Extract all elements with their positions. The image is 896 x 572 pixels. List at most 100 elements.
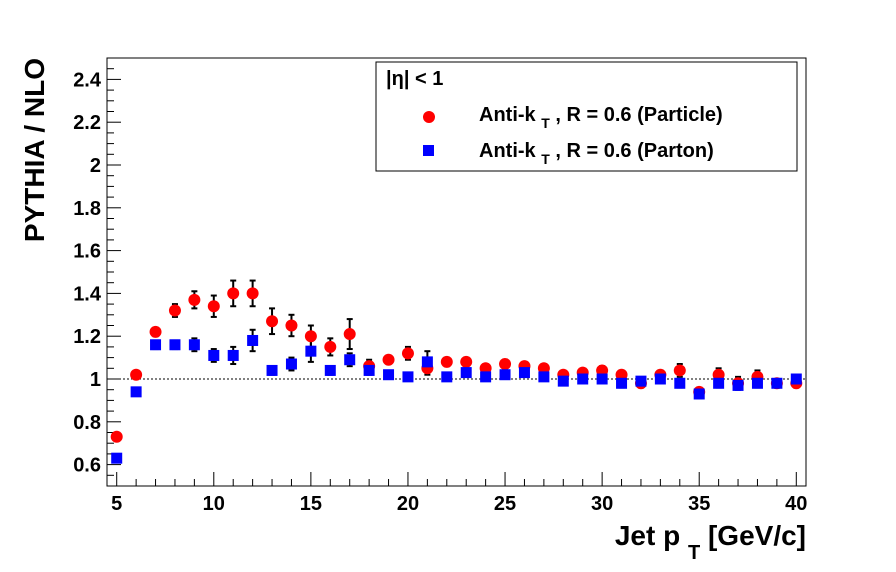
point-parton [460,367,472,379]
point-parton [441,371,453,383]
point-particle [460,355,473,368]
point-particle [188,293,201,306]
point-parton [324,364,336,376]
point-parton [150,339,162,351]
point-particle [130,368,143,381]
point-parton [771,377,783,389]
point-parton [169,339,181,351]
y-tick-label: 1.6 [73,241,101,263]
x-tick-label: 40 [785,493,807,515]
y-tick-label: 0.8 [73,412,101,434]
point-parton [305,345,317,357]
point-particle [285,319,298,332]
point-particle [227,287,240,300]
y-tick-label: 1.4 [73,283,102,305]
point-parton [654,373,666,385]
y-tick-label: 1 [90,369,101,391]
point-parton [285,358,297,370]
point-particle [673,364,686,377]
point-parton [751,377,763,389]
point-parton [674,377,686,389]
point-particle [266,315,279,328]
legend-particle-main: Anti-k [479,104,537,126]
point-parton [713,377,725,389]
point-particle [343,328,356,341]
point-particle [168,304,181,317]
legend-parton-tail: , R = 0.6 (Parton) [555,140,713,162]
y-axis: 0.6 0.8 1 1.2 1.4 1.6 1.8 2 2.2 2.4 [73,57,121,487]
x-tick-label: 15 [300,493,322,515]
point-parton [732,379,744,391]
x-axis-title-tail: [GeV/c] [708,520,806,551]
point-parton [402,371,414,383]
point-parton [635,375,647,387]
y-tick-label: 1.2 [73,326,101,348]
legend-box [375,61,798,172]
point-parton [616,377,628,389]
point-particle [615,368,628,381]
point-parton [518,367,530,379]
legend-particle-sub: T [541,115,550,131]
y-axis-title: PYTHIA / NLO [19,58,50,242]
point-parton [344,354,356,366]
x-tick-label: 20 [397,493,419,515]
x-tick-label: 10 [203,493,225,515]
point-particle [304,330,317,343]
y-tick-label: 2 [90,155,101,177]
x-tick-label: 25 [494,493,516,515]
point-parton [499,369,511,381]
point-parton [363,364,375,376]
point-particle [537,362,550,375]
y-tick-label: 2.2 [73,112,101,134]
point-parton [266,364,278,376]
point-parton [188,339,200,351]
x-axis: 5 10 15 20 25 30 35 40 [111,472,807,515]
x-axis-title: Jet p T [GeV/c] [615,520,806,565]
legend-header: |η| < 1 [386,68,443,90]
legend-marker-parton [423,145,434,156]
point-particle [499,358,512,371]
x-tick-label: 5 [111,493,122,515]
point-parton [480,371,492,383]
point-parton [577,373,589,385]
legend-marker-particle [423,111,435,123]
data-points [110,287,803,464]
point-particle [149,325,162,338]
point-particle [479,362,492,375]
y-tick-label: 2.4 [73,69,102,91]
point-particle [382,353,395,366]
point-parton [383,369,395,381]
legend-parton-main: Anti-k [479,140,537,162]
point-parton [227,349,239,361]
point-particle [246,287,259,300]
point-particle [596,364,609,377]
y-tick-label: 1.8 [73,198,101,220]
legend-particle-tail: , R = 0.6 (Particle) [555,104,722,126]
point-parton [557,375,569,387]
point-parton [111,452,123,464]
point-parton [790,373,802,385]
legend-label-parton: Anti-k T , R = 0.6 (Parton) [479,140,714,169]
legend-parton-sub: T [541,151,550,167]
point-parton [208,349,220,361]
x-axis-title-sub: T [688,542,700,564]
point-parton [421,356,433,368]
legend-label-particle: Anti-k T , R = 0.6 (Particle) [479,104,723,133]
point-particle [110,430,123,443]
x-axis-title-main: Jet p [615,520,680,551]
x-tick-label: 35 [688,493,710,515]
point-particle [401,347,414,360]
y-tick-label: 0.6 [73,455,101,477]
point-parton [247,334,259,346]
legend: |η| < 1 Anti-k T , R = 0.6 (Particle) An… [375,61,798,172]
point-particle [207,300,220,313]
x-tick-label: 30 [591,493,613,515]
point-parton [130,386,142,398]
point-particle [324,340,337,353]
point-particle [712,368,725,381]
point-parton [596,373,608,385]
point-particle [440,355,453,368]
point-parton [538,371,550,383]
point-parton [693,388,705,400]
